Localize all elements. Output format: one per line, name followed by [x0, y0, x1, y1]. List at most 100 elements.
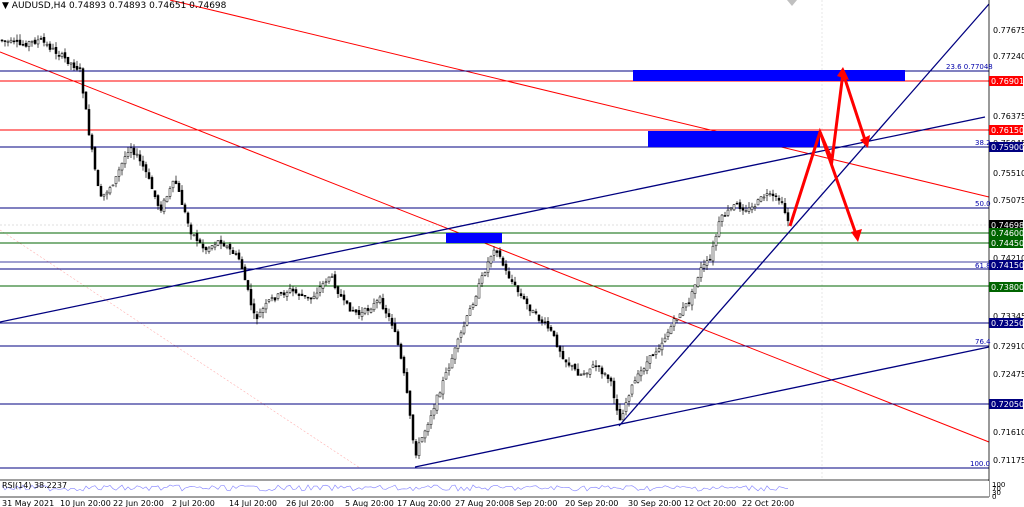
candle-body — [663, 337, 667, 342]
blue-trendline-lower[interactable] — [414, 346, 990, 468]
candle-body — [66, 56, 70, 64]
candle-body — [39, 38, 43, 40]
fib-236-label: 23.6 0.77048 — [946, 63, 993, 71]
candle-body — [576, 368, 580, 376]
candle-body — [687, 302, 691, 304]
candle-body — [369, 308, 373, 313]
candle-body — [54, 47, 58, 54]
candle-body — [321, 282, 325, 289]
candle-body — [78, 67, 82, 69]
candle-body — [393, 323, 397, 332]
candle-body — [360, 312, 364, 317]
red-resistance-line-lower[interactable] — [0, 51, 990, 443]
ohlc-values: 0.74893 0.74893 0.74651 0.74698 — [68, 1, 227, 11]
rsi-panel[interactable] — [0, 481, 989, 497]
candle-body — [129, 147, 133, 153]
fib-618-label: 61.8 — [975, 262, 991, 270]
candle-body — [444, 372, 448, 380]
candle-body — [690, 291, 694, 306]
candle-body — [309, 297, 313, 300]
candle-body — [567, 362, 571, 366]
candle-body — [777, 197, 781, 201]
candle-body — [738, 202, 742, 210]
candle-body — [588, 368, 592, 375]
candle-body — [348, 302, 352, 312]
candle-body — [279, 292, 283, 294]
time-tick-label: 22 Oct 20:00 — [742, 499, 794, 507]
projection-arrows[interactable] — [788, 67, 870, 242]
svg-text:0.74698: 0.74698 — [991, 221, 1024, 230]
candle-body — [324, 281, 328, 284]
arrow-head-up-icon — [837, 67, 849, 80]
candle-body — [510, 279, 514, 282]
candle-body — [666, 331, 670, 337]
candle-body — [222, 243, 226, 247]
candle-body — [246, 280, 250, 290]
candle-body — [342, 294, 346, 301]
candle-body — [561, 351, 565, 360]
candle-body — [741, 207, 745, 211]
symbol-dropdown-icon[interactable]: ▼ — [2, 1, 9, 11]
time-tick-label: 5 Aug 20:00 — [345, 499, 394, 507]
projection-path-down — [818, 131, 859, 238]
candle-body — [90, 134, 94, 150]
candle-body — [249, 289, 253, 306]
candle-body — [486, 261, 490, 273]
candle-body — [675, 318, 679, 321]
candle-body — [528, 304, 532, 312]
candle-body — [216, 240, 220, 246]
candle-body — [276, 293, 280, 299]
candle-body — [630, 384, 634, 395]
candle-body — [657, 348, 661, 352]
candle-body — [165, 196, 169, 202]
candle-body — [693, 284, 697, 294]
candle-body — [537, 314, 541, 321]
candlestick-series[interactable] — [0, 33, 790, 459]
candle-body — [699, 267, 703, 278]
candle-body — [522, 295, 526, 300]
candle-body — [21, 44, 25, 46]
zone-middle[interactable] — [648, 131, 820, 147]
level-0-76901-badge: 0.76901 — [989, 76, 1024, 86]
chart-shift-marker-icon[interactable] — [787, 0, 797, 6]
zone-aug[interactable] — [446, 233, 502, 243]
candle-body — [123, 156, 127, 165]
candle-body — [645, 361, 649, 371]
candle-body — [306, 296, 310, 299]
candle-body — [240, 259, 244, 270]
candle-body — [384, 308, 388, 314]
red-resistance-line-upper[interactable] — [169, 0, 990, 198]
candle-body — [351, 309, 355, 312]
price-tick-label: 0.77240 — [993, 52, 1024, 61]
candle-body — [69, 62, 73, 65]
candle-body — [357, 310, 361, 315]
candle-body — [669, 326, 673, 334]
candle-body — [204, 246, 208, 251]
candle-body — [501, 257, 505, 266]
candle-body — [285, 292, 289, 297]
candle-body — [519, 293, 523, 297]
blue-trendline-upper[interactable] — [0, 116, 986, 323]
candle-body — [573, 363, 577, 370]
arrow-head-down-a-icon — [860, 135, 870, 148]
candle-body — [624, 402, 628, 412]
fib-500-label: 50.0 — [975, 200, 991, 208]
candle-body — [594, 365, 598, 368]
candle-body — [441, 380, 445, 395]
candle-body — [633, 380, 637, 384]
candle-body — [147, 172, 151, 179]
candle-body — [654, 351, 658, 355]
candle-body — [255, 314, 259, 320]
candle-body — [237, 252, 241, 260]
candle-body — [417, 442, 421, 457]
candle-body — [732, 204, 736, 211]
candle-body — [177, 183, 181, 192]
candle-body — [627, 395, 631, 402]
zone-top[interactable] — [633, 70, 905, 81]
price-tick-label: 0.74210 — [993, 254, 1024, 263]
candle-body — [243, 266, 247, 281]
blue-trendline-steep[interactable] — [618, 3, 990, 427]
candle-body — [207, 247, 211, 252]
candle-body — [621, 413, 625, 421]
